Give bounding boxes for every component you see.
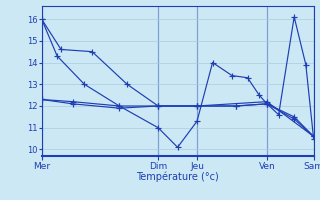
X-axis label: Température (°c): Température (°c): [136, 172, 219, 182]
